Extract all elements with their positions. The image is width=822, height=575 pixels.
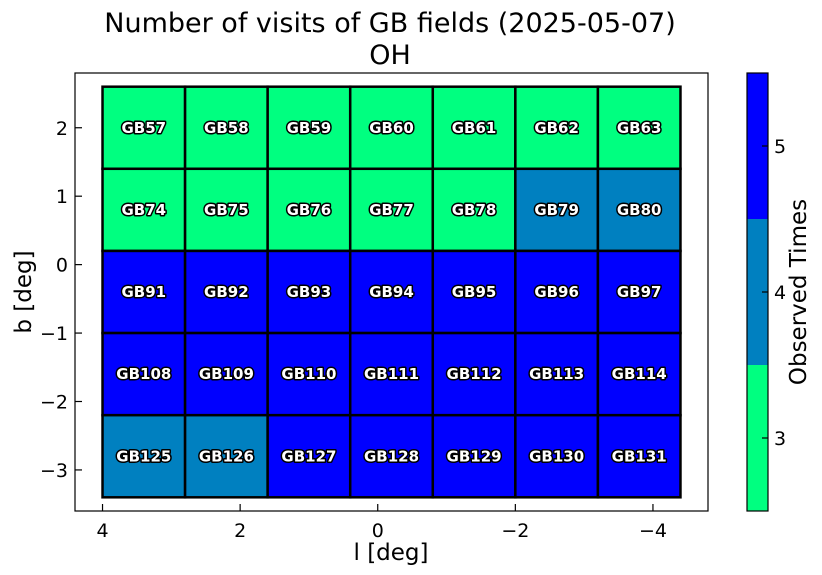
x-tick-label: −4 — [639, 520, 667, 542]
heatmap-cell — [596, 249, 682, 335]
y-tick-label: 2 — [56, 118, 68, 140]
cell-label: GB62 — [534, 119, 579, 137]
cell-label: GB78 — [452, 201, 497, 219]
x-axis-label: l [deg] — [354, 540, 429, 566]
heatmap-cell — [514, 249, 600, 335]
colorbar-tick-label: 5 — [774, 136, 786, 158]
heatmap-cell — [514, 85, 600, 171]
cell-label: GB76 — [287, 201, 332, 219]
cell-label: GB130 — [529, 447, 584, 465]
colorbar: 3 4 5 — [746, 72, 786, 512]
heatmap-cell — [183, 249, 269, 335]
y-tick-label: 1 — [56, 186, 68, 208]
heatmap-cell — [431, 167, 517, 253]
cell-label: GB59 — [287, 119, 332, 137]
cell-label: GB131 — [612, 447, 667, 465]
y-tick-label: −2 — [40, 392, 68, 414]
cell-label: GB110 — [281, 365, 336, 383]
cell-label: GB129 — [447, 447, 502, 465]
cell-label: GB125 — [116, 447, 171, 465]
heatmap-cell — [101, 331, 187, 417]
heatmap-cell — [101, 413, 187, 499]
heatmap-cell — [101, 85, 187, 171]
heatmap-cell — [431, 249, 517, 335]
cell-label: GB75 — [204, 201, 249, 219]
cell-label: GB126 — [199, 447, 254, 465]
heatmap-cell — [183, 331, 269, 417]
cell-label: GB61 — [452, 119, 497, 137]
colorbar-segment — [747, 219, 768, 365]
cell-label: GB96 — [534, 283, 579, 301]
colorbar-segment — [747, 73, 768, 219]
y-axis: 2 1 0 −1 −2 −3 — [40, 118, 82, 482]
cell-label: GB79 — [534, 201, 579, 219]
cells-layer — [101, 85, 682, 499]
y-tick-label: −1 — [40, 323, 68, 345]
y-tick-label: 0 — [56, 255, 68, 277]
cell-label: GB77 — [369, 201, 414, 219]
cell-label: GB57 — [121, 119, 166, 137]
x-axis: 4 2 0 −2 −4 — [96, 504, 667, 542]
x-tick-label: −2 — [501, 520, 529, 542]
cell-label: GB114 — [612, 365, 667, 383]
y-tick-label: −3 — [40, 460, 68, 482]
x-tick-label: 4 — [96, 520, 108, 542]
cell-label: GB60 — [369, 119, 414, 137]
heatmap-cell — [514, 331, 600, 417]
heatmap-cell — [266, 413, 352, 499]
cell-label: GB112 — [447, 365, 502, 383]
heatmap-cell — [266, 249, 352, 335]
cell-label: GB109 — [199, 365, 254, 383]
cell-label: GB108 — [116, 365, 171, 383]
heatmap-cell — [596, 167, 682, 253]
cell-label: GB97 — [617, 283, 662, 301]
cell-label: GB93 — [287, 283, 332, 301]
cell-label: GB113 — [529, 365, 584, 383]
x-tick-label: 0 — [372, 520, 384, 542]
cell-label: GB128 — [364, 447, 419, 465]
cell-label: GB127 — [281, 447, 336, 465]
cell-label: GB74 — [121, 201, 166, 219]
colorbar-label: Observed Times — [786, 199, 812, 385]
cell-label: GB58 — [204, 119, 249, 137]
cell-label: GB92 — [204, 283, 249, 301]
heatmap-cell — [514, 413, 600, 499]
cell-label: GB91 — [121, 283, 166, 301]
x-tick-label: 2 — [234, 520, 246, 542]
plot-frame — [74, 72, 709, 512]
y-axis-label: b [deg] — [11, 250, 37, 333]
heatmap-cell — [101, 167, 187, 253]
cell-label: GB63 — [617, 119, 662, 137]
colorbar-tick-label: 3 — [774, 428, 786, 450]
heatmap-cell — [183, 85, 269, 171]
cell-label: GB95 — [452, 283, 497, 301]
heatmap-cell — [266, 167, 352, 253]
cell-label: GB94 — [369, 283, 414, 301]
cell-label: GB80 — [617, 201, 662, 219]
cell-labels-layer: GB57 GB58 GB59 GB60 GB61 GB62 GB63 GB74 GB75 GB76… — [115, 117, 668, 467]
colorbar-tick-label: 4 — [774, 282, 786, 304]
chart-subtitle: OH — [369, 40, 411, 71]
chart-title: Number of visits of GB fields (2025-05-0… — [104, 8, 675, 39]
cell-label: GB111 — [364, 365, 419, 383]
heatmap-cell — [596, 413, 682, 499]
colorbar-segment — [747, 365, 768, 511]
